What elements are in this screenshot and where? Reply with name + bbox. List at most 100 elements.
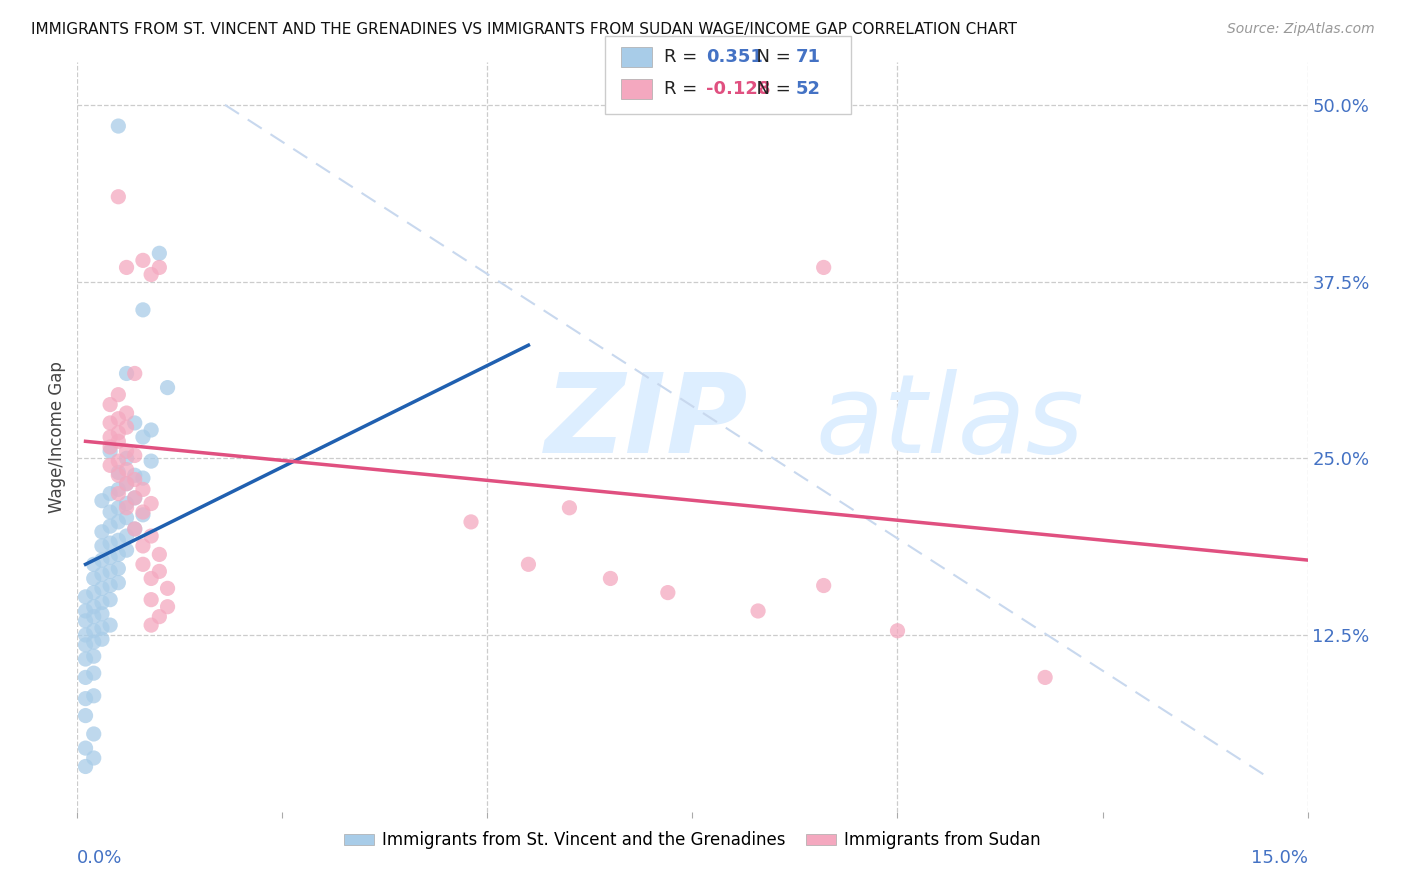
Point xyxy=(90,567,114,582)
Point xyxy=(98,440,121,454)
Point xyxy=(83,635,105,649)
Point xyxy=(75,604,97,618)
Point xyxy=(83,751,105,765)
Text: 71: 71 xyxy=(796,48,821,66)
Y-axis label: Wage/Income Gap: Wage/Income Gap xyxy=(48,361,66,513)
Point xyxy=(90,524,114,539)
Point xyxy=(115,510,138,524)
Point xyxy=(75,741,97,756)
Point xyxy=(98,550,121,565)
Point xyxy=(107,575,129,590)
Text: 52: 52 xyxy=(796,80,821,98)
Point xyxy=(132,471,155,485)
Point xyxy=(141,454,163,468)
Point xyxy=(107,190,129,204)
Point xyxy=(90,539,114,553)
Point xyxy=(141,529,163,543)
Point xyxy=(83,599,105,614)
Point xyxy=(124,522,146,536)
Point xyxy=(132,302,155,317)
Point xyxy=(460,515,482,529)
Point xyxy=(83,649,105,664)
Point xyxy=(115,260,138,275)
Point xyxy=(115,476,138,491)
Point xyxy=(107,486,129,500)
Point xyxy=(75,708,97,723)
Point xyxy=(83,609,105,624)
Point xyxy=(75,614,97,628)
Point xyxy=(98,430,121,444)
Point xyxy=(148,246,170,260)
Point xyxy=(115,476,138,491)
Point xyxy=(115,406,138,420)
Point xyxy=(90,582,114,596)
Point xyxy=(886,624,908,638)
Point xyxy=(107,119,129,133)
Point xyxy=(115,444,138,458)
Point xyxy=(141,268,163,282)
Point xyxy=(75,638,97,652)
Point xyxy=(124,491,146,505)
Point xyxy=(75,628,97,642)
Point xyxy=(98,536,121,550)
Point xyxy=(107,425,129,440)
Point xyxy=(115,529,138,543)
Point xyxy=(107,483,129,497)
Point xyxy=(83,624,105,638)
Point xyxy=(107,500,129,515)
Point xyxy=(115,420,138,434)
Point xyxy=(107,466,129,480)
Point xyxy=(98,505,121,519)
Point xyxy=(83,727,105,741)
Point xyxy=(156,582,179,596)
Point xyxy=(599,571,621,585)
Point xyxy=(90,632,114,647)
Point xyxy=(124,473,146,487)
Point xyxy=(1033,670,1056,684)
Text: ZIP: ZIP xyxy=(546,368,748,475)
Text: 0.0%: 0.0% xyxy=(77,849,122,867)
Point xyxy=(98,578,121,592)
Legend: Immigrants from St. Vincent and the Grenadines, Immigrants from Sudan: Immigrants from St. Vincent and the Gren… xyxy=(337,824,1047,855)
Point xyxy=(107,411,129,425)
Point xyxy=(132,558,155,572)
Point xyxy=(75,759,97,773)
Point xyxy=(107,387,129,401)
Point xyxy=(107,533,129,548)
Point xyxy=(98,416,121,430)
Point xyxy=(148,548,170,562)
Text: 15.0%: 15.0% xyxy=(1250,849,1308,867)
Point xyxy=(141,571,163,585)
Point xyxy=(813,260,835,275)
Point xyxy=(98,398,121,412)
Point xyxy=(83,558,105,572)
Point xyxy=(75,691,97,706)
Point xyxy=(98,565,121,579)
Point xyxy=(107,454,129,468)
Point xyxy=(107,561,129,575)
Point xyxy=(141,423,163,437)
Point xyxy=(98,519,121,533)
Point xyxy=(83,585,105,599)
Point xyxy=(83,571,105,585)
Point xyxy=(115,543,138,558)
Text: R =: R = xyxy=(664,48,703,66)
Text: N =: N = xyxy=(745,48,797,66)
Point xyxy=(141,496,163,510)
Point xyxy=(107,515,129,529)
Text: -0.128: -0.128 xyxy=(706,80,770,98)
Text: N =: N = xyxy=(745,80,797,98)
Point xyxy=(75,652,97,666)
Point xyxy=(90,621,114,635)
Point xyxy=(115,500,138,515)
Text: atlas: atlas xyxy=(815,368,1084,475)
Point xyxy=(132,508,155,522)
Point xyxy=(148,565,170,579)
Point xyxy=(90,607,114,621)
Point xyxy=(132,505,155,519)
Point xyxy=(107,468,129,483)
Point xyxy=(98,618,121,632)
Point xyxy=(83,689,105,703)
Point xyxy=(517,558,540,572)
Point xyxy=(75,590,97,604)
